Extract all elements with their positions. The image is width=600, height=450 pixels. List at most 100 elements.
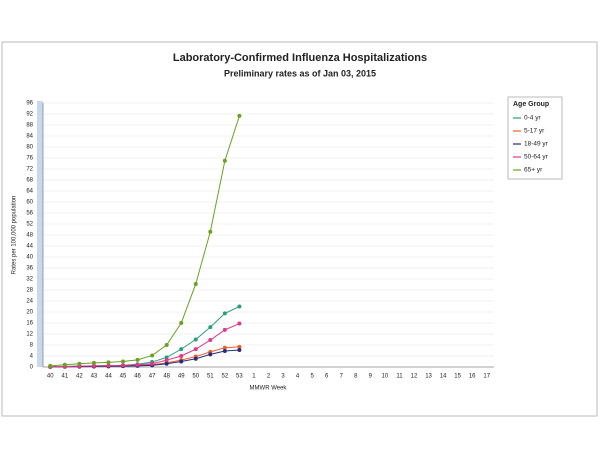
legend-label: 0-4 yr xyxy=(524,115,541,122)
y-tick-label: 0 xyxy=(30,365,34,371)
data-point xyxy=(164,343,169,347)
chart-title: Laboratory-Confirmed Influenza Hospitali… xyxy=(173,52,427,64)
x-tick-label: 16 xyxy=(469,374,476,380)
x-tick-label: 45 xyxy=(120,374,127,380)
x-tick-label: 14 xyxy=(440,374,447,380)
y-axis-title: Rates per 100,000 population xyxy=(12,196,18,275)
x-tick-label: 53 xyxy=(236,374,243,380)
x-tick-label: 52 xyxy=(222,374,229,380)
y-tick-label: 48 xyxy=(26,233,33,239)
data-point xyxy=(222,311,227,316)
data-point xyxy=(62,362,67,367)
data-point xyxy=(150,353,155,358)
y-tick-label: 96 xyxy=(26,101,33,107)
data-point xyxy=(193,356,198,361)
data-point xyxy=(121,359,126,364)
x-tick-label: 12 xyxy=(411,374,418,380)
y-tick-label: 40 xyxy=(26,255,33,261)
y-tick-label: 28 xyxy=(26,288,33,294)
data-point xyxy=(164,358,169,363)
y-tick-label: 20 xyxy=(26,310,33,316)
x-tick-label: 7 xyxy=(340,374,344,380)
data-point xyxy=(121,363,126,368)
series-line xyxy=(50,323,240,368)
y-tick-label: 64 xyxy=(26,189,33,195)
legend-label: 18-49 yr xyxy=(524,141,549,148)
x-tick-label: 43 xyxy=(91,374,98,380)
data-point xyxy=(193,337,198,342)
data-point xyxy=(237,113,242,118)
data-point xyxy=(135,362,140,367)
data-point xyxy=(208,325,213,330)
y-tick-label: 36 xyxy=(26,266,33,272)
x-tick-label: 50 xyxy=(192,374,199,380)
x-tick-label: 15 xyxy=(454,374,461,380)
legend-box xyxy=(507,96,563,180)
data-point xyxy=(164,355,169,360)
data-point xyxy=(135,357,140,362)
x-tick-label: 4 xyxy=(296,374,300,380)
data-point xyxy=(237,347,242,352)
y-tick-label: 84 xyxy=(26,134,33,140)
x-tick-label: 8 xyxy=(354,374,358,380)
y-tick-label: 92 xyxy=(26,112,33,118)
y-tick-label: 52 xyxy=(26,222,33,228)
y-tick-label: 72 xyxy=(26,167,33,173)
legend-label: 5-17 yr xyxy=(524,128,545,135)
data-point xyxy=(208,338,213,343)
y-tick-label: 60 xyxy=(26,200,33,206)
legend-title: Age Group xyxy=(513,101,549,108)
data-point xyxy=(222,345,227,350)
data-point xyxy=(179,359,184,364)
x-tick-label: 40 xyxy=(47,374,54,380)
y-tick-label: 4 xyxy=(30,354,34,360)
data-point xyxy=(106,363,111,368)
x-tick-label: 1 xyxy=(252,374,256,380)
data-point xyxy=(106,360,111,365)
data-point xyxy=(208,352,213,357)
y-tick-label: 44 xyxy=(26,244,33,250)
data-point xyxy=(237,344,242,349)
x-tick-label: 6 xyxy=(325,374,329,380)
x-tick-label: 2 xyxy=(267,374,271,380)
y-tick-label: 32 xyxy=(26,277,33,283)
legend-label: 65+ yr xyxy=(524,167,543,174)
data-point xyxy=(237,321,242,326)
x-tick-label: 41 xyxy=(61,374,68,380)
data-point xyxy=(150,361,155,366)
chart-frame xyxy=(1,41,598,417)
data-point xyxy=(179,354,184,358)
series-line xyxy=(50,115,240,367)
x-tick-label: 17 xyxy=(483,374,490,380)
chart-subtitle: Preliminary rates as of Jan 03, 2015 xyxy=(224,68,376,78)
x-tick-label: 42 xyxy=(76,374,83,380)
legend-label: 50-64 yr xyxy=(524,154,549,161)
y-tick-label: 16 xyxy=(26,321,33,327)
x-tick-label: 13 xyxy=(425,374,432,380)
x-tick-label: 11 xyxy=(396,374,403,380)
y-tick-label: 88 xyxy=(26,123,33,129)
scroll-band xyxy=(37,101,43,367)
x-tick-label: 3 xyxy=(281,374,285,380)
data-point xyxy=(222,158,227,163)
x-tick-label: 10 xyxy=(382,374,389,380)
y-tick-label: 76 xyxy=(26,156,33,162)
x-tick-label: 49 xyxy=(178,374,185,380)
y-tick-label: 12 xyxy=(26,332,33,338)
x-tick-label: 44 xyxy=(105,374,112,380)
x-tick-label: 51 xyxy=(207,374,214,380)
data-point xyxy=(164,361,169,366)
y-tick-label: 68 xyxy=(26,178,33,184)
data-point xyxy=(91,360,96,365)
data-point xyxy=(179,321,184,325)
x-tick-label: 48 xyxy=(163,374,170,380)
data-point xyxy=(222,349,227,354)
data-point xyxy=(222,327,227,332)
data-point xyxy=(77,361,82,366)
y-tick-label: 80 xyxy=(26,145,33,151)
data-point xyxy=(208,229,213,234)
x-tick-label: 5 xyxy=(310,374,314,380)
x-tick-label: 46 xyxy=(134,374,141,380)
x-axis-title: MMWR Week xyxy=(250,386,288,392)
